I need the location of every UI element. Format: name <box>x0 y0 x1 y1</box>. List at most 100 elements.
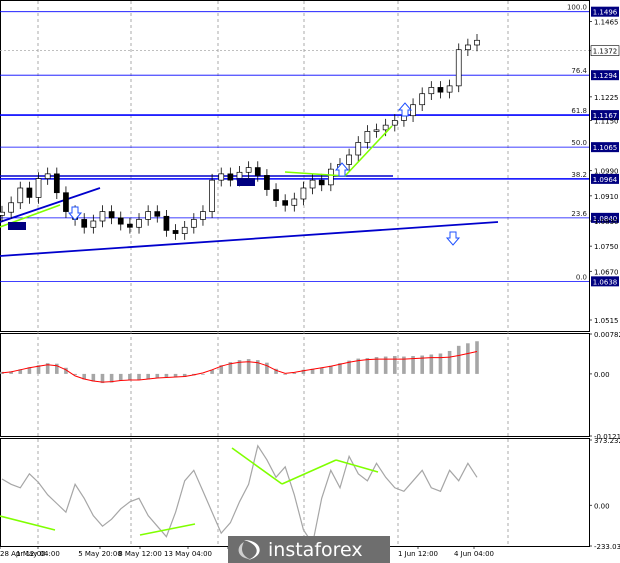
bear-candle <box>264 175 270 190</box>
macd-histogram-bar <box>27 367 32 374</box>
time-axis-label: 5 May 20:00 <box>78 550 122 558</box>
price-axis-label: 1.1465 <box>594 18 619 26</box>
macd-histogram-bar <box>146 373 150 380</box>
macd-histogram-bar <box>310 368 315 374</box>
bear-candle <box>254 167 261 176</box>
macd-histogram-bar <box>274 368 278 374</box>
macd-signal-line <box>1 351 478 383</box>
bull-candle <box>17 187 24 204</box>
fib-level-label: 38.2 <box>571 171 587 179</box>
bull-candle <box>200 211 206 220</box>
panel-frame-2 <box>0 438 590 547</box>
price-axis-label: 1.0750 <box>594 243 619 251</box>
fib-level-label: 23.6 <box>571 210 587 218</box>
fib-price-value: 1.1496 <box>593 9 618 17</box>
macd-histogram-bar <box>219 365 224 374</box>
macd-histogram-bar <box>456 345 461 374</box>
macd-histogram-bar <box>182 373 187 377</box>
macd-histogram-bar <box>383 356 388 374</box>
macd-histogram-bar <box>347 360 351 374</box>
bull-candle <box>327 168 334 186</box>
bear-candle <box>282 200 289 206</box>
entry-marker <box>8 222 26 230</box>
bear-candle <box>437 87 444 93</box>
bull-candle <box>0 211 5 216</box>
price-axis-label: 1.0830 <box>594 218 619 226</box>
price-axis-label: 1.0515 <box>594 317 619 325</box>
macd-histogram-bar <box>374 357 379 374</box>
bull-candle <box>181 226 188 234</box>
macd-histogram-bar <box>173 373 178 378</box>
time-axis-label: 4 Jun 04:00 <box>454 550 494 558</box>
macd-histogram-bar <box>9 371 13 374</box>
macd-histogram-bar <box>319 367 324 374</box>
price-axis-label: 1.1225 <box>594 94 619 102</box>
bear-candle <box>26 187 33 198</box>
bull-candle <box>245 167 252 173</box>
fib-price-value: 1.1294 <box>593 72 618 80</box>
price-axis-label: 1.0670 <box>594 268 619 276</box>
macd-histogram-bar <box>91 373 96 382</box>
bear-candle <box>318 179 325 186</box>
bull-candle <box>218 173 225 181</box>
macd-axis-label: 0.00782 <box>594 331 620 339</box>
macd-histogram-bar <box>255 360 260 374</box>
macd-histogram-bar <box>283 373 287 375</box>
macd-histogram-bar <box>155 373 160 378</box>
arrow-up-icon <box>334 162 350 177</box>
fib-price-value: 1.0638 <box>593 278 618 286</box>
logo-swoosh-lower <box>238 542 250 559</box>
bull-candle <box>355 142 362 156</box>
bull-candle <box>373 129 380 132</box>
support-trendline <box>0 221 499 257</box>
bear-candle <box>273 189 279 201</box>
bull-candle <box>465 44 471 51</box>
time-axis-label: 28 Apr 12:00 <box>0 550 46 558</box>
bull-candle <box>190 219 197 228</box>
cci-axis-label: -233.0374 <box>594 543 620 551</box>
bear-candle <box>63 192 69 212</box>
macd-histogram-bar <box>100 373 105 384</box>
bear-candle <box>117 217 124 225</box>
cci-axis-label: 373.2326 <box>594 437 620 445</box>
bear-candle <box>163 215 170 231</box>
bear-candle <box>81 219 88 228</box>
price-axis-label: 1.1150 <box>594 117 619 125</box>
macd-histogram-bar <box>411 356 415 374</box>
entry-marker <box>237 178 255 186</box>
fib-price-box <box>591 142 619 153</box>
macd-histogram-bar <box>64 367 68 374</box>
bull-candle <box>455 49 462 87</box>
macd-histogram-bar <box>429 354 434 374</box>
fib-price-value: 1.0964 <box>593 176 618 184</box>
macd-histogram-bar <box>210 369 214 374</box>
bull-candle <box>364 131 371 143</box>
arrow-down-icon <box>445 231 461 246</box>
panel-frame-1 <box>0 333 590 437</box>
time-axis-label: 13 May 04:00 <box>164 550 212 558</box>
bull-candle <box>209 179 215 212</box>
macd-axis-label: 0.00 <box>594 371 610 379</box>
time-axis-label: 1 May 04:00 <box>16 550 60 558</box>
divergence-line <box>344 125 393 177</box>
bull-candle <box>391 120 398 126</box>
price-axis-label: 1.0910 <box>594 193 619 201</box>
bull-candle <box>90 220 97 228</box>
fib-level-label: 50.0 <box>571 139 587 147</box>
current-price-label: 1.1372 <box>593 48 618 56</box>
cci-divergence-line <box>335 459 379 473</box>
macd-histogram-bar <box>137 373 141 381</box>
fib-price-box <box>591 276 619 287</box>
bull-candle <box>419 93 426 106</box>
cci-divergence-line <box>139 523 196 536</box>
arrow-up-icon <box>397 102 413 117</box>
fib-price-box <box>591 70 619 81</box>
bear-candle <box>108 211 115 219</box>
macd-histogram-bar <box>45 363 50 374</box>
macd-histogram-bar <box>246 359 251 374</box>
macd-histogram-bar <box>475 341 479 374</box>
macd-histogram-bar <box>109 373 114 383</box>
time-axis-label: 1 Jun 12:00 <box>398 550 438 558</box>
fib-price-value: 1.1065 <box>593 144 618 152</box>
